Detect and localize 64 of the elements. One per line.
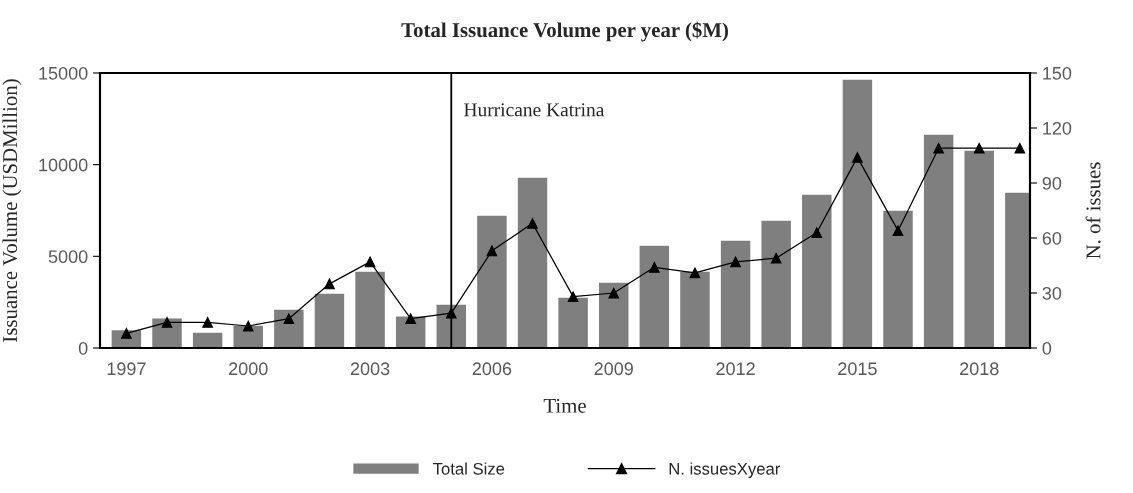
point: [527, 217, 538, 229]
bar: [841, 78, 874, 348]
point: [648, 261, 660, 273]
x-tick-label: 2018: [960, 362, 999, 376]
y2-tick-label: 0: [1042, 341, 1052, 355]
bar: [760, 219, 793, 348]
ref-line-label: Hurricane Katrina: [464, 103, 605, 117]
y2-tick-label: 150: [1043, 66, 1072, 80]
bar: [678, 270, 712, 348]
point: [811, 227, 823, 238]
bar: [963, 149, 996, 348]
y-tick-label: 0: [78, 341, 88, 355]
bar: [597, 281, 630, 348]
point: [486, 245, 498, 257]
point: [283, 313, 295, 325]
point: [364, 256, 376, 268]
point: [161, 316, 173, 328]
bar: [922, 133, 955, 348]
point: [324, 278, 335, 290]
point: [933, 142, 945, 154]
point: [405, 313, 417, 325]
y-tick-label: 10000: [39, 158, 88, 172]
bar: [272, 308, 305, 348]
legend-label: N. issuesXyear: [669, 462, 781, 478]
x-axis-title: Time: [543, 398, 586, 413]
y2-tick-label: 30: [1042, 286, 1062, 300]
bar: [353, 270, 387, 348]
bar: [800, 193, 833, 348]
chart-title: Total Issuance Volume per year ($M): [401, 21, 728, 42]
bar: [313, 292, 346, 348]
bar: [556, 296, 590, 348]
point: [973, 142, 985, 154]
y2-tick-label: 90: [1042, 176, 1062, 190]
point: [608, 287, 620, 299]
point: [852, 151, 863, 163]
x-tick-label: 2000: [229, 362, 268, 376]
x-tick-label: 2009: [594, 362, 633, 376]
y-tick-label: 5000: [48, 250, 88, 264]
y-tick-label: 15000: [39, 66, 88, 80]
x-tick-label: 2015: [838, 362, 877, 376]
point: [730, 256, 741, 268]
bar: [881, 209, 915, 348]
x-tick-label: 1997: [107, 362, 146, 376]
bar: [719, 239, 752, 348]
point: [445, 307, 457, 319]
point: [242, 320, 254, 332]
x-tick-label: 2003: [350, 362, 390, 376]
point: [689, 267, 701, 279]
point: [202, 316, 213, 328]
y-axis-title: Issuance Volume (USDMillion): [2, 79, 22, 342]
legend-label: Total Size: [433, 462, 505, 475]
y2-tick-label: 60: [1042, 231, 1062, 245]
bar: [516, 176, 549, 348]
point: [567, 291, 579, 303]
bar: [475, 214, 509, 348]
point: [1014, 142, 1026, 154]
bar: [191, 331, 224, 348]
point: [770, 252, 782, 264]
x-tick-label: 2006: [472, 362, 512, 376]
bar: [638, 244, 671, 348]
point: [892, 225, 904, 237]
y2-tick-label: 120: [1043, 121, 1072, 135]
x-tick-label: 2012: [716, 362, 755, 376]
y2-axis-title: N. of issues: [1085, 162, 1101, 259]
